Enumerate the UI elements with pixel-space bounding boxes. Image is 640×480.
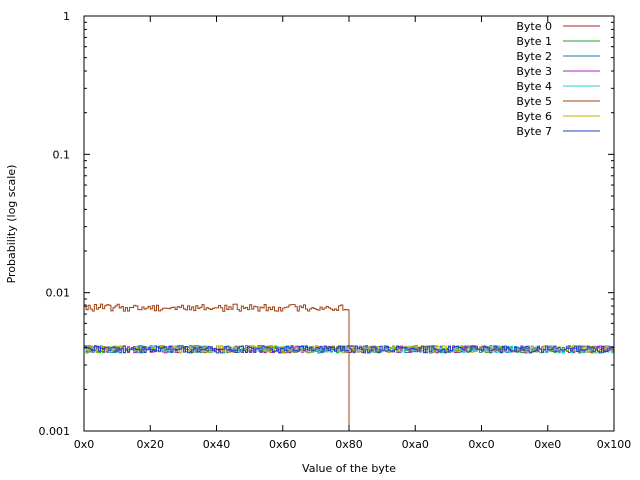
legend-label: Byte 1 — [516, 35, 552, 48]
x-tick-label: 0x100 — [597, 438, 632, 451]
legend-label: Byte 3 — [516, 65, 552, 78]
legend-label: Byte 5 — [516, 95, 552, 108]
y-axis-title: Probability (log scale) — [5, 165, 18, 284]
x-tick-label: 0x0 — [74, 438, 95, 451]
x-tick-label: 0xe0 — [534, 438, 561, 451]
x-tick-label: 0x80 — [335, 438, 363, 451]
x-tick-label: 0xa0 — [402, 438, 429, 451]
legend-label: Byte 0 — [516, 20, 552, 33]
series-line-byte-5 — [84, 303, 350, 431]
x-tick-label: 0x20 — [136, 438, 164, 451]
legend-label: Byte 6 — [516, 110, 552, 123]
legend-label: Byte 2 — [516, 50, 552, 63]
x-axis-title: Value of the byte — [302, 462, 396, 475]
x-tick-label: 0x40 — [203, 438, 231, 451]
y-tick-label: 0.1 — [53, 148, 71, 161]
x-tick-label: 0xc0 — [468, 438, 494, 451]
y-tick-label: 1 — [63, 10, 70, 23]
legend: Byte 0 Byte 1 Byte 2 Byte 3 Byte 4 Byte 5 Byte… — [516, 20, 600, 138]
legend-label: Byte 7 — [516, 125, 552, 138]
y-tick-label: 0.01 — [46, 287, 71, 300]
legend-label: Byte 4 — [516, 80, 552, 93]
series-layer — [84, 303, 614, 431]
y-tick-label: 0.001 — [39, 425, 71, 438]
ticks-layer: 0x0 0x20 0x40 0x60 0x80 0xa0 0xc0 0xe0 0x100 0.00… — [39, 10, 632, 451]
x-tick-label: 0x60 — [269, 438, 297, 451]
